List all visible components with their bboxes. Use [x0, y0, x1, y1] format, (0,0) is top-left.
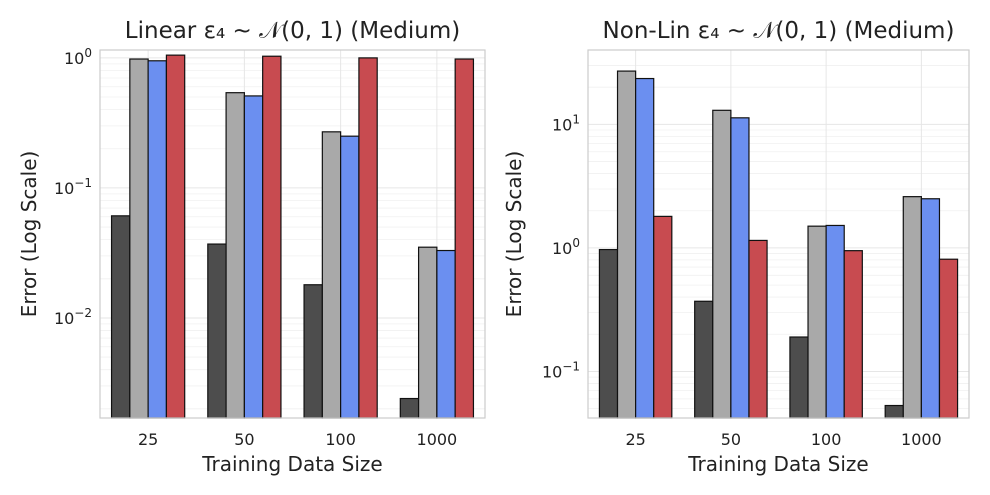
bar	[920, 198, 941, 419]
bar	[243, 95, 264, 419]
bar	[635, 77, 655, 419]
plot-frame	[587, 49, 970, 419]
bar	[712, 109, 732, 419]
bar	[789, 336, 809, 419]
chart-panel-2: 10−1 100 101 25 50 100 1000 Training Data Size E…	[502, 18, 970, 476]
bar	[358, 57, 378, 419]
y-tick-label: 10−1	[54, 176, 92, 198]
y-tick-label: 10−2	[54, 306, 92, 328]
bar	[165, 54, 186, 419]
bar	[598, 248, 619, 419]
bar	[225, 92, 245, 419]
chart-title: Non-Lin ε₄ ~ 𝒩(0, 1) (Medium)	[603, 18, 955, 44]
chart-panel-1: 10−2 10−1 100 25 50 100 1000 Training Data Size…	[17, 18, 486, 476]
y-tick-label: 100	[552, 236, 580, 258]
bar	[110, 215, 131, 419]
x-axis-label: Training Data Size	[687, 452, 868, 476]
bar	[884, 404, 904, 419]
y-tick-label: 100	[64, 46, 92, 68]
y-tick-label: 10−1	[542, 359, 580, 381]
x-tick-label: 1000	[417, 430, 458, 449]
bar	[902, 196, 922, 419]
bar	[417, 246, 438, 419]
bar	[129, 58, 149, 419]
bar	[843, 250, 863, 419]
bar	[340, 135, 360, 419]
bar	[694, 300, 714, 419]
bar	[825, 224, 845, 419]
x-tick-label: 25	[625, 430, 645, 449]
bar	[748, 239, 768, 419]
bar-series-4	[653, 215, 959, 419]
bar	[436, 249, 456, 419]
bar	[303, 284, 323, 419]
x-tick-label: 50	[234, 430, 254, 449]
bar-series-3	[635, 77, 941, 419]
bar	[454, 58, 475, 419]
x-tick-label: 100	[325, 430, 356, 449]
bar	[262, 55, 282, 419]
bar-series-2	[616, 70, 922, 419]
bar-series-2	[129, 58, 438, 419]
x-tick-label: 50	[721, 430, 741, 449]
bar	[207, 243, 227, 419]
bar	[616, 70, 637, 419]
bar	[807, 225, 827, 419]
x-tick-label: 100	[811, 430, 842, 449]
bar	[653, 215, 673, 419]
x-tick-label: 1000	[901, 430, 942, 449]
bar	[938, 258, 959, 419]
x-tick-label: 25	[138, 430, 158, 449]
x-axis-label: Training Data Size	[201, 452, 382, 476]
y-axis-label: Error (Log Scale)	[502, 151, 526, 318]
plot-frame	[99, 49, 486, 419]
y-tick-label: 101	[552, 112, 580, 134]
y-axis-label: Error (Log Scale)	[17, 151, 41, 318]
bar	[730, 117, 750, 419]
bar	[321, 131, 342, 419]
bar	[399, 397, 420, 419]
chart-title: Linear ε₄ ~ 𝒩(0, 1) (Medium)	[125, 18, 460, 44]
bar-series-1	[110, 215, 420, 419]
bar-series-4	[165, 54, 475, 419]
bar	[147, 60, 168, 419]
